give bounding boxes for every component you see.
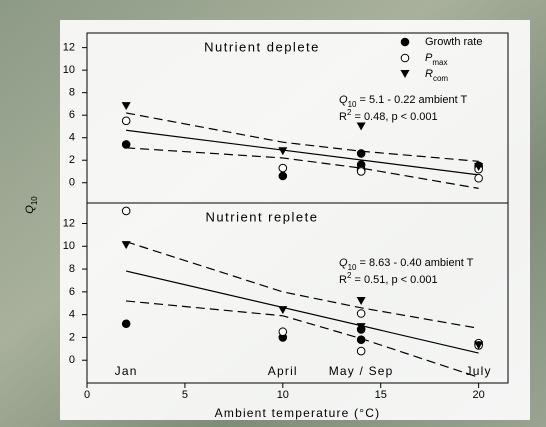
month-label: April (268, 364, 298, 378)
confidence-band-upper (126, 112, 479, 162)
equation-part: = 5.1 - 0.22 ambient T (356, 94, 467, 106)
y-tick-label: 8 (69, 263, 75, 275)
month-label: May / Sep (329, 364, 394, 378)
y-tick-label: 12 (63, 42, 75, 54)
marker-filled-circle (278, 171, 288, 181)
y-tick-label: 10 (63, 64, 75, 76)
marker-open-circle (356, 346, 366, 356)
fit-statistics-part: 2 (347, 271, 352, 280)
equation: Q10 = 8.63 - 0.40 ambient T (339, 257, 474, 272)
legend-label-part: R (425, 68, 433, 80)
y-axis-label-part: 10 (30, 196, 39, 205)
marker-triangle (278, 306, 288, 315)
y-tick-label: 10 (63, 240, 75, 252)
marker-filled-circle (356, 335, 366, 345)
y-tick-label: 0 (69, 177, 75, 189)
regression-line (126, 129, 479, 176)
legend-label: Pmax (425, 52, 447, 67)
marker-open-circle (400, 53, 410, 63)
y-tick-label: 6 (69, 286, 75, 298)
equation-part: Q (339, 94, 348, 106)
fit-statistics-part: = 0.51, p < 0.001 (351, 274, 437, 286)
marker-triangle (121, 102, 131, 111)
marker-triangle (356, 323, 366, 332)
equation-part: Q (339, 257, 348, 269)
y-tick-label: 2 (69, 331, 75, 343)
y-axis-label: Q10 (24, 196, 39, 214)
y-tick-label: 4 (69, 309, 75, 321)
legend-label-part: P (425, 52, 433, 64)
x-tick-label: 10 (277, 389, 289, 401)
legend-label: Growth rate (425, 36, 482, 48)
y-tick-label: 0 (69, 354, 75, 366)
equation-part: 10 (348, 100, 357, 109)
y-tick-label: 4 (69, 132, 75, 144)
marker-triangle (356, 296, 366, 305)
panel-frame (86, 202, 509, 384)
regression-line (126, 270, 479, 354)
marker-triangle (356, 122, 366, 131)
fit-statistics: R2 = 0.48, p < 0.001 (339, 108, 438, 123)
y-axis-label-part: Q (24, 205, 36, 214)
confidence-band-lower (126, 147, 479, 189)
fit-statistics: R2 = 0.51, p < 0.001 (339, 271, 438, 286)
equation: Q10 = 5.1 - 0.22 ambient T (339, 94, 468, 109)
marker-triangle (278, 147, 288, 156)
marker-open-circle (278, 327, 288, 337)
fit-statistics-part: R (339, 111, 347, 123)
marker-open-circle (474, 173, 483, 183)
x-axis-label: Ambient temperature (°C) (215, 406, 381, 420)
marker-filled-circle (356, 149, 366, 158)
plot-backdrop (60, 20, 530, 420)
y-tick-label: 2 (69, 154, 75, 166)
confidence-band-lower (126, 300, 479, 378)
marker-triangle (474, 341, 484, 350)
marker-filled-circle (121, 319, 131, 329)
legend-label-part: max (432, 58, 447, 67)
marker-filled-circle (400, 37, 410, 47)
marker-open-circle (278, 163, 288, 173)
panel-title: Nutrient replete (206, 209, 319, 224)
panel-title: Nutrient deplete (204, 39, 320, 54)
month-label: Jan (115, 364, 138, 378)
confidence-band-upper (125, 241, 479, 329)
marker-triangle (474, 162, 484, 171)
marker-filled-circle (121, 140, 131, 149)
y-tick-label: 8 (69, 87, 75, 99)
marker-open-circle (356, 167, 366, 176)
fit-statistics-part: R (339, 274, 347, 286)
fit-statistics-part: = 0.48, p < 0.001 (351, 111, 437, 123)
marker-triangle (400, 70, 410, 78)
legend-label-part: com (433, 74, 448, 83)
month-label: July (466, 364, 492, 378)
marker-open-circle (356, 309, 366, 318)
x-tick-label: 5 (182, 389, 188, 401)
marker-open-circle (121, 116, 131, 126)
marker-triangle (121, 241, 131, 250)
x-tick-label: 15 (375, 389, 387, 401)
y-tick-label: 12 (63, 217, 75, 229)
legend-label: Rcom (425, 68, 448, 83)
y-tick-label: 6 (69, 109, 75, 121)
legend-label-part: Growth rate (425, 36, 482, 48)
x-tick-label: 0 (84, 389, 90, 401)
x-tick-label: 20 (473, 389, 485, 401)
marker-open-circle (121, 206, 131, 216)
equation-part: = 8.63 - 0.40 ambient T (356, 257, 473, 269)
equation-part: 10 (348, 263, 357, 272)
fit-statistics-part: 2 (347, 108, 352, 117)
